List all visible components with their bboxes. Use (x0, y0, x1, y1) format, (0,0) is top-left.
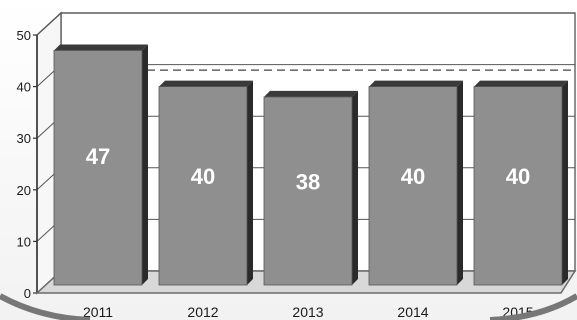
bar-2013: 38 (263, 90, 358, 286)
x-tick-label: 2013 (292, 304, 323, 320)
y-tick-label: 50 (17, 28, 31, 43)
data-label: 40 (191, 164, 215, 189)
bar-2014: 40 (368, 80, 463, 286)
x-tick-label: 2011 (83, 304, 113, 320)
bar-side (142, 44, 148, 286)
bar-side (247, 80, 253, 285)
bar-top (264, 90, 358, 97)
bar (53, 50, 143, 286)
y-tick-label: 0 (24, 286, 31, 301)
bar-top (369, 80, 463, 87)
y-tick-label: 30 (17, 131, 31, 146)
y-tick-label: 10 (17, 234, 31, 249)
y-axis: 0 10 20 30 40 50 (17, 28, 38, 301)
bar (368, 86, 458, 286)
bar-side (352, 90, 358, 285)
x-tick-label: 2014 (397, 304, 428, 320)
data-label: 40 (401, 164, 425, 189)
y-tick-label: 20 (17, 183, 31, 198)
bar (158, 86, 248, 286)
data-label: 40 (506, 164, 530, 189)
y-tick-label: 40 (17, 80, 31, 95)
data-label: 47 (86, 144, 110, 169)
bar-2011: 47 (53, 44, 148, 286)
x-tick-label: 2012 (187, 304, 218, 320)
bar-2015: 40 (473, 80, 568, 286)
bars: 47 40 38 40 40 (53, 44, 568, 286)
bar-side (562, 80, 568, 285)
bar (473, 86, 563, 286)
bar-2012: 40 (158, 80, 253, 286)
gridline-side (36, 12, 62, 36)
bar-side (457, 80, 463, 285)
bottom-border-arc (0, 293, 577, 320)
data-label: 38 (296, 170, 320, 195)
bar-top (54, 44, 148, 51)
bar (263, 96, 353, 286)
bar-top (474, 80, 568, 87)
x-axis-labels: 2011 2012 2013 2014 2015 (83, 304, 534, 320)
bar-top (159, 80, 253, 87)
